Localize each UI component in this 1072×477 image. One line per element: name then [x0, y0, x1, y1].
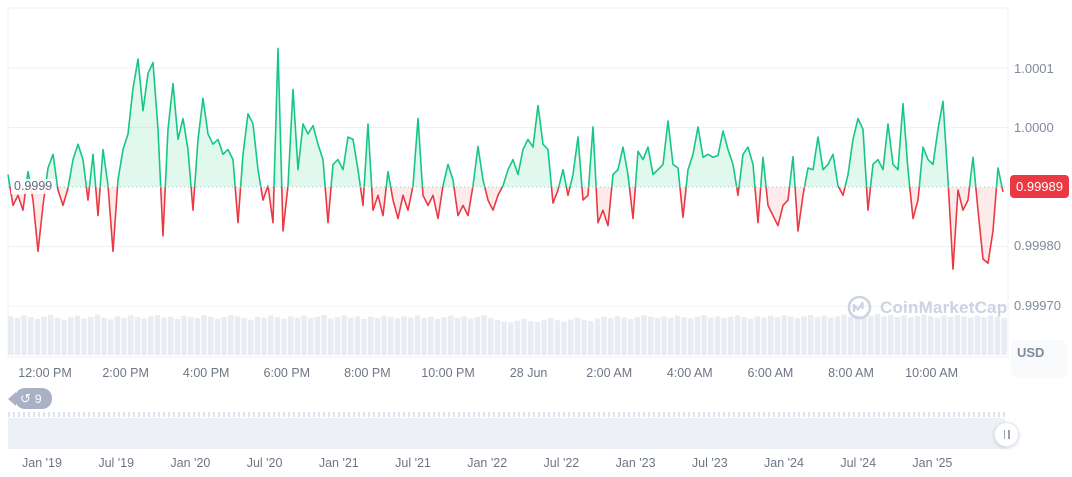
x-axis-label: 6:00 AM	[747, 366, 794, 380]
year-label: Jul '23	[691, 456, 728, 470]
history-clock-icon: ↺	[20, 391, 31, 406]
currency-toggle[interactable]: USD	[1017, 345, 1045, 360]
x-axis-label: 6:00 PM	[263, 366, 311, 380]
x-axis-label: 2:00 AM	[586, 366, 633, 380]
navigator-handle[interactable]	[994, 422, 1019, 447]
volume-bars	[8, 314, 1007, 355]
year-label: Jan '25	[912, 456, 953, 470]
coinmarketcap-watermark: CoinMarketCap	[846, 294, 1007, 321]
year-label: Jan '21	[318, 456, 359, 470]
currency-pill	[1011, 340, 1068, 378]
x-axis-label: 28 Jun	[509, 366, 548, 380]
x-axis-label: 10:00 AM	[905, 366, 959, 380]
history-badge[interactable]: ↺ 9	[15, 388, 52, 409]
x-axis-label: 8:00 PM	[344, 366, 391, 380]
navigator-year-labels: Jan '19 Jul '19 Jan '20 Jul '20 Jan '21 Jul '…	[0, 456, 1072, 472]
year-label: Jan '23	[615, 456, 656, 470]
x-axis-label: 2:00 PM	[102, 366, 149, 380]
x-axis-label: 12:00 PM	[18, 366, 72, 380]
year-label: Jan '20	[170, 456, 211, 470]
x-axis-label: 4:00 AM	[666, 366, 713, 380]
watermark-text: CoinMarketCap	[880, 297, 1008, 317]
y-axis-tick: 0.99970	[1014, 298, 1061, 313]
year-label: Jul '24	[840, 456, 877, 470]
year-label: Jan '19	[22, 456, 62, 470]
baseline-price-label: 0.9999	[11, 179, 56, 194]
year-label: Jul '20	[246, 456, 283, 470]
year-label: Jul '22	[543, 456, 580, 470]
year-label: Jul '21	[395, 456, 431, 470]
navigator-mini-chart	[8, 412, 1005, 417]
x-axis-label: 4:00 PM	[182, 366, 230, 380]
y-axis-tick: 0.99980	[1014, 238, 1061, 253]
y-axis-tick: 1.0001	[1014, 61, 1054, 76]
x-axis-time-labels: 12:00 PM 2:00 PM 4:00 PM 6:00 PM 8:00 PM 10:0…	[0, 366, 1072, 382]
year-label: Jan '24	[764, 456, 804, 470]
year-label: Jan '22	[467, 456, 508, 470]
range-navigator[interactable]	[8, 418, 1005, 449]
current-price-badge: 0.99989	[1010, 175, 1069, 198]
x-axis-label: 8:00 AM	[828, 366, 874, 380]
coinmarketcap-logo-icon	[847, 295, 872, 320]
x-axis-label: 10:00 PM	[421, 366, 475, 380]
history-count: 9	[34, 391, 42, 406]
year-label: Jul '19	[98, 456, 135, 470]
y-axis-tick: 1.0000	[1014, 120, 1054, 135]
